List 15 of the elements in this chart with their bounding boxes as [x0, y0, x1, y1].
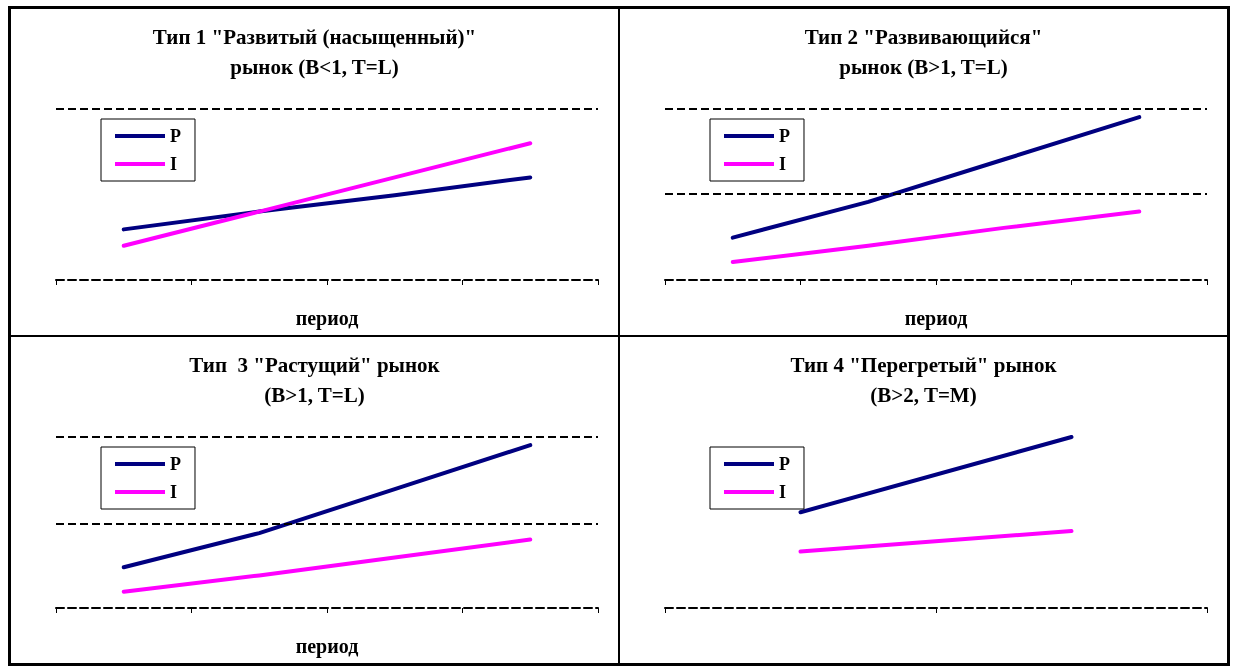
legend-label: I	[170, 154, 178, 174]
legend-label: I	[170, 482, 178, 502]
chart-title: Тип 4 "Перегретый" рынок (B>2, T=M)	[790, 353, 1058, 407]
legend-label: P	[779, 454, 790, 474]
x-axis-title: период	[904, 307, 968, 330]
x-axis-title: период	[295, 635, 359, 658]
legend-label: P	[170, 454, 181, 474]
legend-label: I	[779, 154, 787, 174]
x-axis-title: период	[295, 307, 359, 330]
chart-title: Тип 1 "Развитый (насыщенный)" рынок (B<1, T=L)	[152, 25, 477, 79]
chart-title: Тип 2 "Развивающийся" рынок (B>1, T=L)	[804, 25, 1043, 79]
legend-label: I	[779, 482, 787, 502]
legend-label: P	[779, 126, 790, 146]
chart-title: Тип 3 "Растущий" рынок (B>1, T=L)	[189, 353, 441, 407]
legend-label: P	[170, 126, 181, 146]
